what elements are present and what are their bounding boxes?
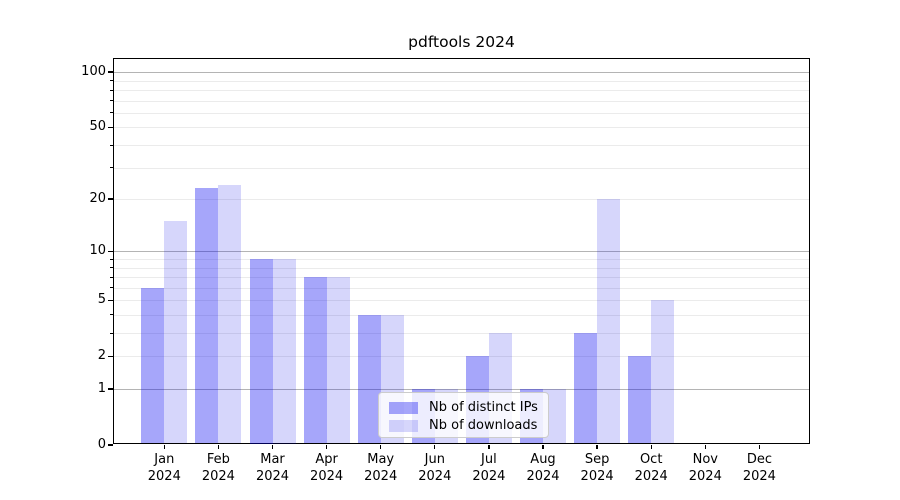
y-tick <box>108 198 113 200</box>
y-minor-tick <box>109 144 113 146</box>
x-tick-label-may: May 2024 <box>364 452 398 484</box>
legend-entry-downloads: Nb of downloads <box>389 418 538 433</box>
x-tick-label-sep: Sep 2024 <box>580 452 614 484</box>
x-tick-label-apr: Apr 2024 <box>310 452 344 484</box>
x-tick-label-dec: Dec 2024 <box>742 452 776 484</box>
x-tick <box>271 444 274 449</box>
y-tick-label: 0 <box>97 437 106 452</box>
y-minor-tick <box>109 100 113 102</box>
y-minor-tick <box>109 332 113 334</box>
y-gridline-minor <box>114 267 809 269</box>
x-tick <box>758 444 761 449</box>
bar-distinct-ips-apr <box>303 277 327 444</box>
y-gridline-minor <box>114 80 809 82</box>
legend-entry-distinct-ips: Nb of distinct IPs <box>389 400 538 415</box>
x-tick-label-jun: Jun 2024 <box>418 452 452 484</box>
y-minor-tick <box>109 80 113 82</box>
x-tick <box>488 444 490 449</box>
y-minor-tick <box>109 89 113 91</box>
bar-downloads-sep <box>597 199 621 444</box>
y-gridline-minor <box>114 314 809 316</box>
x-tick <box>380 444 382 449</box>
x-tick <box>596 444 598 449</box>
y-tick-label: 100 <box>81 64 106 80</box>
y-gridline-minor <box>114 300 809 302</box>
legend-label-distinct-ips: Nb of distinct IPs <box>429 400 538 415</box>
y-tick <box>108 126 113 129</box>
y-gridline-minor <box>114 277 809 279</box>
x-tick-label-oct: Oct 2024 <box>634 452 668 484</box>
y-tick-label: 1 <box>97 381 106 396</box>
bar-distinct-ips-mar <box>249 259 273 444</box>
y-minor-tick <box>109 167 113 169</box>
y-gridline-minor <box>114 112 809 114</box>
y-gridline-minor <box>114 259 809 260</box>
y-tick-label: 50 <box>89 119 106 135</box>
y-minor-tick <box>109 314 113 316</box>
bar-distinct-ips-may <box>357 314 381 444</box>
x-tick <box>542 444 544 449</box>
legend-swatch-downloads <box>389 419 418 432</box>
y-minor-tick <box>109 267 113 268</box>
y-gridline-minor <box>114 199 809 201</box>
legend-swatch-distinct-ips <box>389 401 418 414</box>
legend-label-downloads: Nb of downloads <box>429 418 538 433</box>
y-gridline-minor <box>114 145 809 147</box>
y-gridline-minor <box>114 100 809 102</box>
y-tick <box>108 444 113 446</box>
y-gridline-major <box>114 389 809 390</box>
x-tick-label-nov: Nov 2024 <box>688 452 722 484</box>
x-tick <box>434 444 436 449</box>
y-tick-label: 10 <box>89 243 106 259</box>
bar-distinct-ips-feb <box>195 188 219 444</box>
y-gridline-minor <box>114 333 809 335</box>
x-tick <box>217 444 220 449</box>
y-tick-label: 5 <box>97 292 106 308</box>
bar-distinct-ips-sep <box>574 333 598 444</box>
x-tick <box>704 444 706 449</box>
y-gridline-minor <box>114 356 809 358</box>
y-tick-label: 20 <box>89 191 106 207</box>
y-minor-tick <box>109 112 113 114</box>
x-tick-label-jan: Jan 2024 <box>147 452 181 484</box>
y-minor-tick <box>109 287 113 289</box>
bar-distinct-ips-oct <box>628 356 652 444</box>
bar-downloads-feb <box>218 184 242 444</box>
y-minor-tick <box>109 276 113 278</box>
bar-downloads-mar <box>272 259 296 444</box>
y-gridline-minor <box>114 167 809 169</box>
y-tick <box>108 250 113 252</box>
bar-distinct-ips-jan <box>141 287 165 444</box>
x-tick <box>650 444 652 449</box>
y-gridline-minor <box>114 127 809 129</box>
x-tick <box>325 444 328 449</box>
legend: Nb of distinct IPs Nb of downloads <box>378 392 549 438</box>
y-tick <box>108 355 113 357</box>
x-tick-label-aug: Aug 2024 <box>526 452 560 484</box>
bar-downloads-apr <box>326 277 350 444</box>
y-tick <box>108 299 113 301</box>
y-tick <box>108 388 113 390</box>
y-gridline-minor <box>114 287 809 289</box>
y-tick-label: 2 <box>97 348 106 364</box>
plot-area: 0 1 2 5 10 20 50 100 Jan 2024 Feb 2024 Mar 2024 Apr 202… <box>81 58 810 484</box>
chart-title: pdftools 2024 <box>408 33 515 51</box>
x-tick-label-mar: Mar 2024 <box>255 452 290 484</box>
x-tick <box>163 444 165 449</box>
y-minor-tick <box>109 258 113 260</box>
x-tick-label-feb: Feb 2024 <box>201 452 235 484</box>
y-gridline-major <box>114 251 809 253</box>
bar-downloads-oct <box>651 300 675 444</box>
y-tick <box>108 71 113 73</box>
bar-downloads-jan <box>164 221 188 444</box>
y-gridline-major <box>114 72 809 74</box>
y-gridline-minor <box>114 90 809 92</box>
x-tick-label-jul: Jul 2024 <box>472 452 506 484</box>
